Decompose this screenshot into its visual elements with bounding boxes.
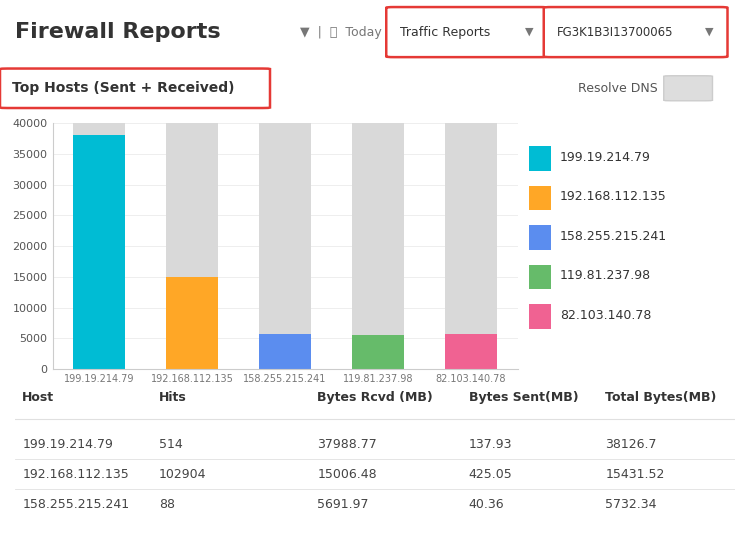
- Text: ▼: ▼: [705, 27, 713, 37]
- Text: ▼: ▼: [525, 27, 533, 37]
- FancyBboxPatch shape: [386, 7, 548, 57]
- Bar: [166, 277, 218, 369]
- Text: Total Bytes(MB): Total Bytes(MB): [605, 391, 717, 404]
- Text: 425.05: 425.05: [469, 468, 512, 481]
- Text: Firewall Reports: Firewall Reports: [15, 22, 220, 42]
- Bar: [260, 334, 310, 369]
- Text: 119.81.237.98: 119.81.237.98: [560, 269, 651, 282]
- Bar: [530, 186, 551, 210]
- Text: 514: 514: [159, 438, 183, 451]
- Text: 37988.77: 37988.77: [317, 438, 377, 451]
- Text: 158.255.215.241: 158.255.215.241: [560, 230, 667, 243]
- Bar: [352, 123, 404, 335]
- Bar: [260, 123, 310, 334]
- Bar: [74, 123, 124, 135]
- FancyBboxPatch shape: [0, 68, 270, 108]
- Text: 38126.7: 38126.7: [605, 438, 657, 451]
- Text: 199.19.214.79: 199.19.214.79: [560, 151, 651, 164]
- Bar: [446, 334, 497, 369]
- Bar: [74, 135, 124, 369]
- Text: 158.255.215.241: 158.255.215.241: [22, 498, 129, 511]
- Text: 88: 88: [159, 498, 175, 511]
- Text: FG3K1B3I13700065: FG3K1B3I13700065: [556, 26, 673, 39]
- Bar: [166, 123, 218, 277]
- Text: Host: Host: [22, 391, 54, 404]
- Text: ▼  |  ⏱  Today: ▼ | ⏱ Today: [300, 26, 382, 39]
- Bar: [530, 147, 551, 171]
- Text: 5691.97: 5691.97: [317, 498, 369, 511]
- Bar: [446, 123, 497, 334]
- Bar: [352, 335, 404, 369]
- Text: 192.168.112.135: 192.168.112.135: [22, 468, 129, 481]
- Bar: [530, 304, 551, 328]
- Text: Hits: Hits: [159, 391, 187, 404]
- Text: 192.168.112.135: 192.168.112.135: [560, 190, 667, 203]
- Text: 40.36: 40.36: [469, 498, 504, 511]
- Text: 199.19.214.79: 199.19.214.79: [22, 438, 113, 451]
- Text: Top Hosts (Sent + Received): Top Hosts (Sent + Received): [12, 81, 235, 95]
- Text: 5732.34: 5732.34: [605, 498, 657, 511]
- Text: 15006.48: 15006.48: [317, 468, 377, 481]
- FancyBboxPatch shape: [544, 7, 728, 57]
- Text: Bytes Rcvd (MB): Bytes Rcvd (MB): [317, 391, 434, 404]
- Bar: [530, 264, 551, 289]
- Text: 82.103.140.78: 82.103.140.78: [560, 309, 651, 322]
- Text: Resolve DNS: Resolve DNS: [578, 82, 657, 95]
- Text: 137.93: 137.93: [469, 438, 512, 451]
- Text: 102904: 102904: [159, 468, 206, 481]
- Bar: [530, 225, 551, 250]
- FancyBboxPatch shape: [664, 76, 712, 101]
- Text: Bytes Sent(MB): Bytes Sent(MB): [469, 391, 578, 404]
- Text: Traffic Reports: Traffic Reports: [400, 26, 490, 39]
- Text: 15431.52: 15431.52: [605, 468, 664, 481]
